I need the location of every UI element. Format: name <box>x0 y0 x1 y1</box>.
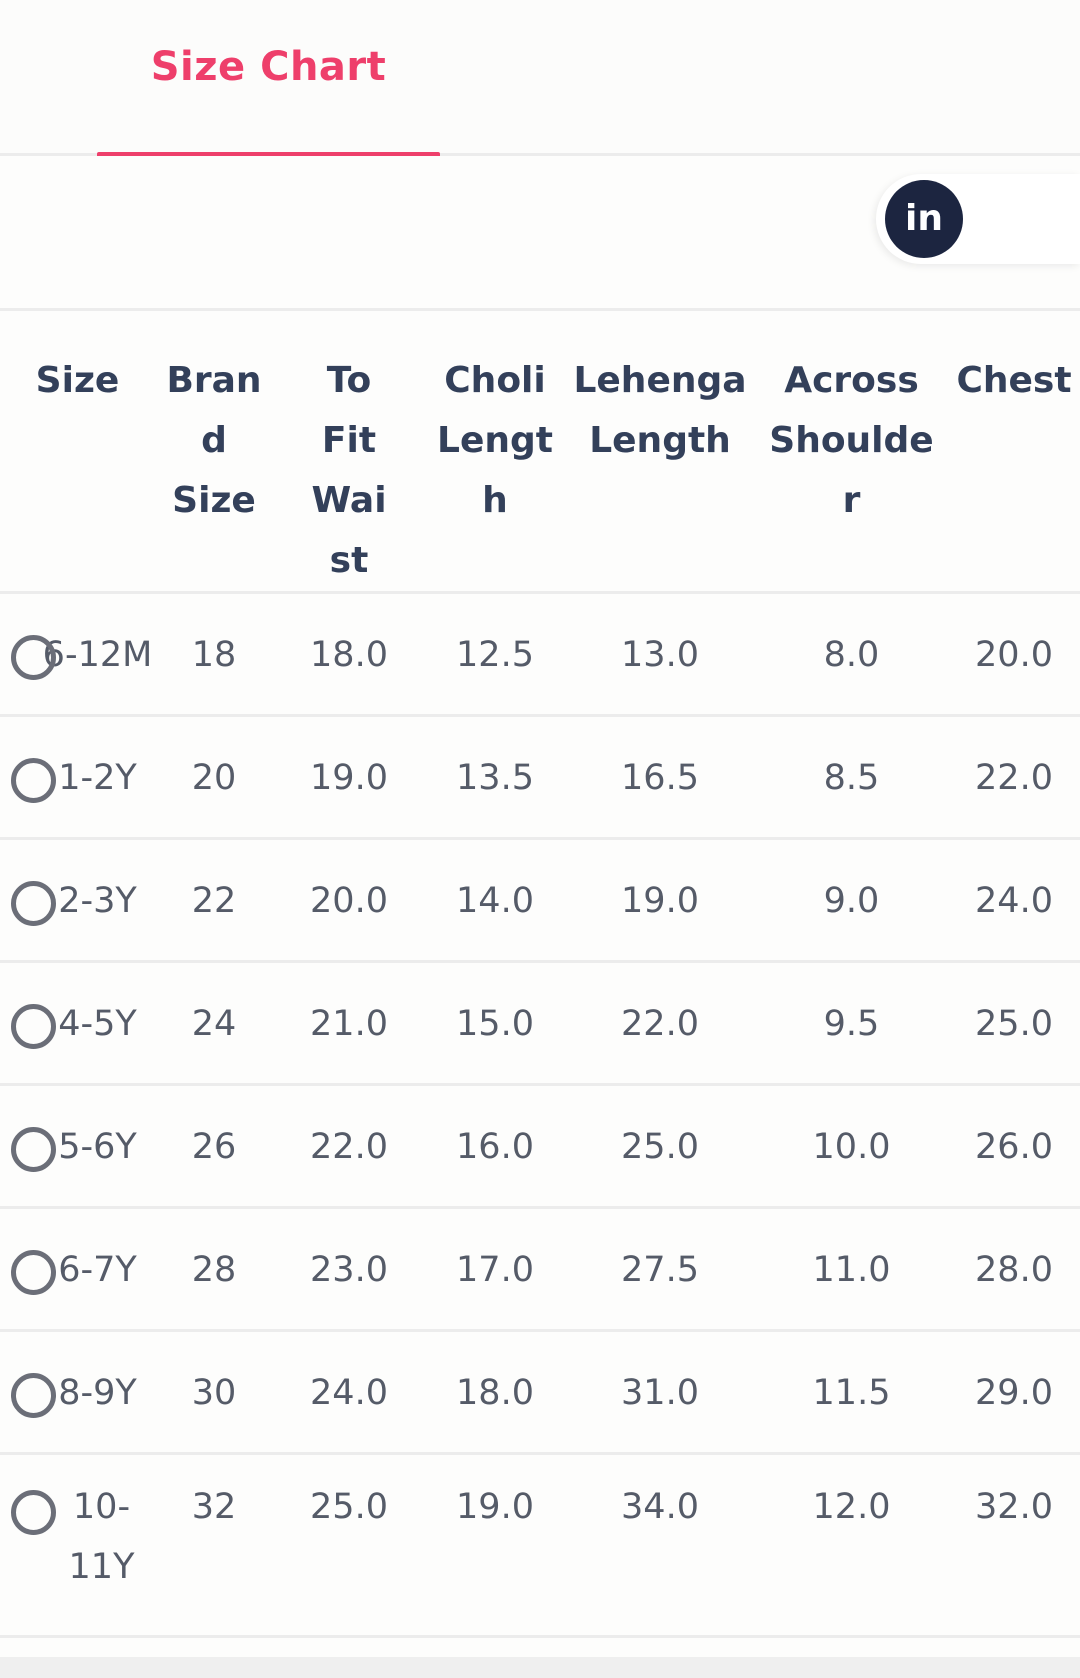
size-label: 6-7Y <box>58 1250 137 1290</box>
chest-cell: 29.0 <box>948 1330 1080 1455</box>
size-label: 6-12M <box>42 635 153 675</box>
to-fit-waist-cell: 21.0 <box>273 961 425 1086</box>
choli-length-cell: 15.0 <box>425 961 565 1086</box>
across-shoulder-cell: 9.5 <box>755 961 948 1086</box>
across-shoulder-cell: 11.0 <box>755 1207 948 1332</box>
size-radio-button[interactable] <box>11 1250 56 1295</box>
choli-length-cell: 13.5 <box>425 715 565 840</box>
chest-cell: 22.0 <box>948 715 1080 840</box>
brand-size-cell: 18 <box>155 592 273 717</box>
header-to-fit-waist: To Fit Waist <box>273 311 425 594</box>
size-radio-button[interactable] <box>11 758 56 803</box>
choli-length-cell: 19.0 <box>425 1453 565 1638</box>
lehenga-length-cell: 13.0 <box>565 592 755 717</box>
header-size: Size <box>0 311 155 594</box>
chest-cell: 24.0 <box>948 838 1080 963</box>
brand-size-cell: 24 <box>155 961 273 1086</box>
across-shoulder-cell: 11.5 <box>755 1330 948 1455</box>
size-cell[interactable]: 5-6Y <box>0 1084 155 1209</box>
header-chest: Chest <box>948 311 1080 594</box>
size-label: 2-3Y <box>58 881 137 921</box>
size-radio-button[interactable] <box>11 1490 56 1535</box>
size-cell[interactable]: 4-5Y <box>0 961 155 1086</box>
size-radio-button[interactable] <box>11 635 56 680</box>
lehenga-length-cell: 31.0 <box>565 1330 755 1455</box>
to-fit-waist-cell: 23.0 <box>273 1207 425 1332</box>
header-choli-length: Choli Length <box>425 311 565 594</box>
chest-cell: 26.0 <box>948 1084 1080 1209</box>
size-cell[interactable]: 8-9Y <box>0 1330 155 1455</box>
brand-size-cell: 26 <box>155 1084 273 1209</box>
to-fit-waist-cell: 19.0 <box>273 715 425 840</box>
size-cell[interactable]: 1-2Y <box>0 715 155 840</box>
size-radio-button[interactable] <box>11 1127 56 1172</box>
tab-bar: Size Chart <box>0 0 1080 159</box>
linkedin-icon[interactable]: in <box>885 180 963 258</box>
across-shoulder-cell: 10.0 <box>755 1084 948 1209</box>
size-chart-table: Size Brand Size To Fit Waist Choli Length Le… <box>0 311 1080 1638</box>
table-row[interactable]: 4-5Y 24 21.0 15.0 22.0 9.5 25.0 <box>0 961 1080 1086</box>
size-radio-button[interactable] <box>11 881 56 926</box>
choli-length-cell: 18.0 <box>425 1330 565 1455</box>
to-fit-waist-cell: 20.0 <box>273 838 425 963</box>
across-shoulder-cell: 9.0 <box>755 838 948 963</box>
lehenga-length-cell: 34.0 <box>565 1453 755 1638</box>
table-row[interactable]: 10-11Y 32 25.0 19.0 34.0 12.0 32.0 <box>0 1453 1080 1638</box>
across-shoulder-cell: 12.0 <box>755 1453 948 1638</box>
size-cell[interactable]: 6-12M <box>0 592 155 717</box>
across-shoulder-cell: 8.0 <box>755 592 948 717</box>
brand-size-cell: 28 <box>155 1207 273 1332</box>
size-radio-button[interactable] <box>11 1004 56 1049</box>
table-row[interactable]: 8-9Y 30 24.0 18.0 31.0 11.5 29.0 <box>0 1330 1080 1455</box>
tab-size-chart-label: Size Chart <box>150 44 387 90</box>
table-header-row: Size Brand Size To Fit Waist Choli Length Le… <box>0 311 1080 594</box>
header-brand-size: Brand Size <box>155 311 273 594</box>
size-radio-button[interactable] <box>11 1373 56 1418</box>
size-label: 5-6Y <box>58 1127 137 1167</box>
choli-length-cell: 12.5 <box>425 592 565 717</box>
table-row[interactable]: 1-2Y 20 19.0 13.5 16.5 8.5 22.0 <box>0 715 1080 840</box>
size-cell[interactable]: 6-7Y <box>0 1207 155 1332</box>
chest-cell: 32.0 <box>948 1453 1080 1638</box>
across-shoulder-cell: 8.5 <box>755 715 948 840</box>
size-cell[interactable]: 10-11Y <box>0 1453 155 1638</box>
to-fit-waist-cell: 24.0 <box>273 1330 425 1455</box>
share-row <box>0 156 1080 311</box>
choli-length-cell: 17.0 <box>425 1207 565 1332</box>
tab-size-chart[interactable]: Size Chart <box>97 0 440 159</box>
chest-cell: 20.0 <box>948 592 1080 717</box>
size-cell[interactable]: 2-3Y <box>0 838 155 963</box>
lehenga-length-cell: 16.5 <box>565 715 755 840</box>
size-label: 1-2Y <box>58 758 137 798</box>
table-row[interactable]: 5-6Y 26 22.0 16.0 25.0 10.0 26.0 <box>0 1084 1080 1209</box>
brand-size-cell: 22 <box>155 838 273 963</box>
size-label: 8-9Y <box>58 1373 137 1413</box>
choli-length-cell: 14.0 <box>425 838 565 963</box>
brand-size-cell: 30 <box>155 1330 273 1455</box>
table-row[interactable]: 6-12M 18 18.0 12.5 13.0 8.0 20.0 <box>0 592 1080 717</box>
table-row[interactable]: 6-7Y 28 23.0 17.0 27.5 11.0 28.0 <box>0 1207 1080 1332</box>
brand-size-cell: 32 <box>155 1453 273 1638</box>
lehenga-length-cell: 25.0 <box>565 1084 755 1209</box>
bottom-divider <box>0 1657 1080 1678</box>
lehenga-length-cell: 27.5 <box>565 1207 755 1332</box>
to-fit-waist-cell: 18.0 <box>273 592 425 717</box>
active-tab-indicator <box>97 152 440 159</box>
size-label: 4-5Y <box>58 1004 137 1044</box>
chest-cell: 25.0 <box>948 961 1080 1086</box>
choli-length-cell: 16.0 <box>425 1084 565 1209</box>
chest-cell: 28.0 <box>948 1207 1080 1332</box>
to-fit-waist-cell: 25.0 <box>273 1453 425 1638</box>
table-row[interactable]: 2-3Y 22 20.0 14.0 19.0 9.0 24.0 <box>0 838 1080 963</box>
header-across-shoulder: Across Shoulder <box>755 311 948 594</box>
size-label: 10-11Y <box>68 1487 135 1587</box>
header-lehenga-length: Lehenga Length <box>565 311 755 594</box>
to-fit-waist-cell: 22.0 <box>273 1084 425 1209</box>
lehenga-length-cell: 22.0 <box>565 961 755 1086</box>
lehenga-length-cell: 19.0 <box>565 838 755 963</box>
brand-size-cell: 20 <box>155 715 273 840</box>
